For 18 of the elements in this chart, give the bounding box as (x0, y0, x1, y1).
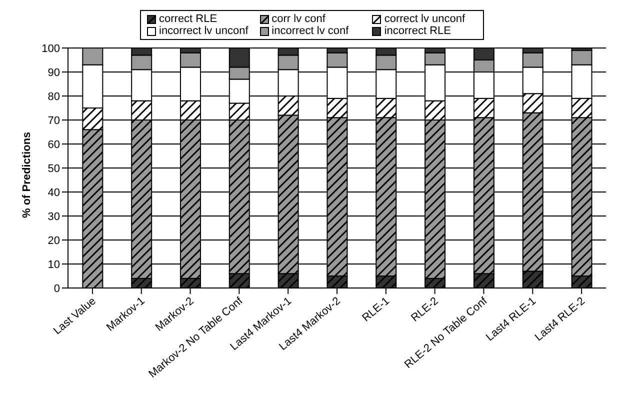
legend-label: correct lv unconf (383, 13, 466, 25)
legend-label: incorrect lv unconf (158, 25, 250, 37)
legend-label: corr lv conf (270, 13, 326, 25)
legend-label: correct RLE (158, 13, 218, 25)
y-tick-label: 50 (48, 162, 60, 175)
y-tick-label: 40 (48, 186, 60, 199)
legend-label: incorrect RLE (383, 25, 452, 37)
y-tick-label: 10 (48, 258, 60, 271)
y-axis-title: % of Predictions (20, 132, 33, 218)
y-tick-label: 70 (48, 114, 60, 127)
y-tick-label: 0 (54, 282, 60, 295)
y-tick-label: 30 (48, 210, 60, 223)
y-tick-label: 20 (48, 234, 60, 247)
y-tick-label: 60 (48, 138, 60, 151)
y-tick-label: 90 (48, 66, 60, 79)
y-tick-label: 100 (42, 42, 60, 55)
y-tick-label: 80 (48, 90, 60, 103)
legend-label: incorrect lv conf (270, 25, 350, 37)
